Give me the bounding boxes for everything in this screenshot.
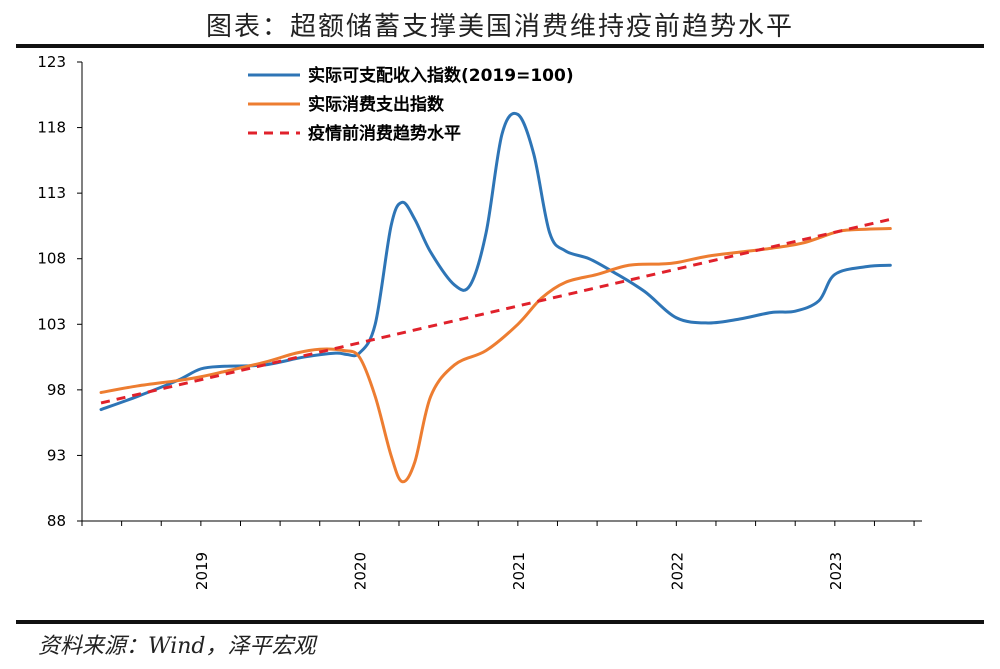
- consumption-line: [99, 227, 892, 484]
- top-rule: [16, 44, 984, 48]
- y-tick-label: 113: [37, 184, 66, 202]
- pre-pandemic-trend-line: [100, 217, 891, 405]
- y-tick-label: 108: [37, 250, 66, 268]
- y-tick-label: 88: [47, 512, 66, 530]
- bottom-rule: [16, 620, 984, 624]
- x-tick-label: 2023: [827, 552, 845, 590]
- legend-label: 实际消费支出指数: [308, 94, 445, 115]
- series-lines: [99, 111, 892, 484]
- disposable-income-line: [99, 111, 892, 412]
- source-note: 资料来源：Wind，泽平宏观: [38, 634, 316, 659]
- y-tick-label: 98: [47, 381, 66, 399]
- chart-title: 图表：超额储蓄支撑美国消费维持疫前趋势水平: [205, 12, 794, 42]
- legend-label: 实际可支配收入指数(2019=100): [308, 65, 574, 86]
- y-tick-label: 93: [47, 446, 66, 464]
- y-tick-label: 118: [37, 119, 66, 137]
- x-tick-label: 2021: [510, 552, 528, 590]
- x-tick-label: 2019: [193, 552, 211, 590]
- y-tick-label: 103: [37, 315, 66, 333]
- legend-label: 疫情前消费趋势水平: [308, 123, 461, 144]
- y-tick-label: 123: [37, 53, 66, 71]
- x-tick-label: 2020: [351, 552, 369, 590]
- axes: 88 93 98 103 108 113 118 123 2019 2020 2021 2022 202…: [37, 53, 922, 590]
- x-tick-label: 2022: [668, 552, 686, 590]
